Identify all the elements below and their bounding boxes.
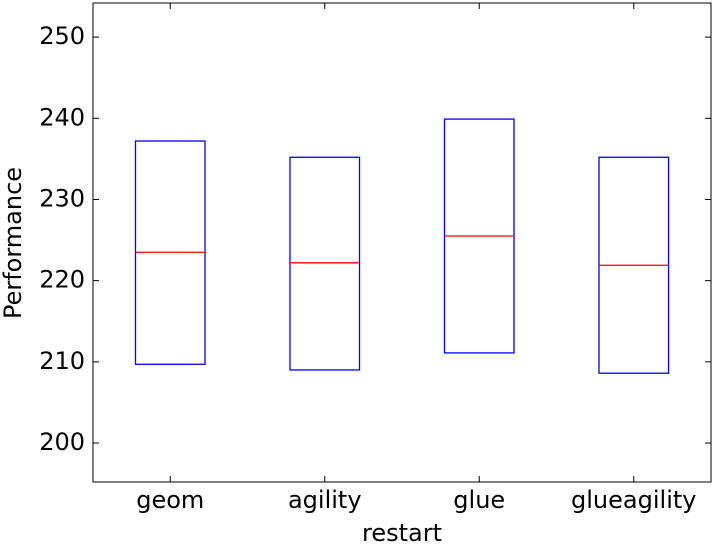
x-axis-label: restart bbox=[362, 519, 442, 547]
y-axis-label: Performance bbox=[0, 167, 27, 319]
x-tick-label: geom bbox=[136, 486, 204, 514]
y-tick-label: 230 bbox=[39, 184, 85, 212]
box bbox=[289, 156, 361, 371]
x-tick-label: agility bbox=[288, 486, 362, 514]
y-tick-label: 210 bbox=[39, 347, 85, 375]
x-tick-label: glueagility bbox=[571, 486, 696, 514]
plot-frame bbox=[92, 2, 712, 483]
y-tick-label: 240 bbox=[39, 103, 85, 131]
y-tick-label: 220 bbox=[39, 266, 85, 294]
x-tick-label: glue bbox=[453, 486, 505, 514]
y-tick-label: 200 bbox=[39, 428, 85, 456]
y-tick-label: 250 bbox=[39, 22, 85, 50]
